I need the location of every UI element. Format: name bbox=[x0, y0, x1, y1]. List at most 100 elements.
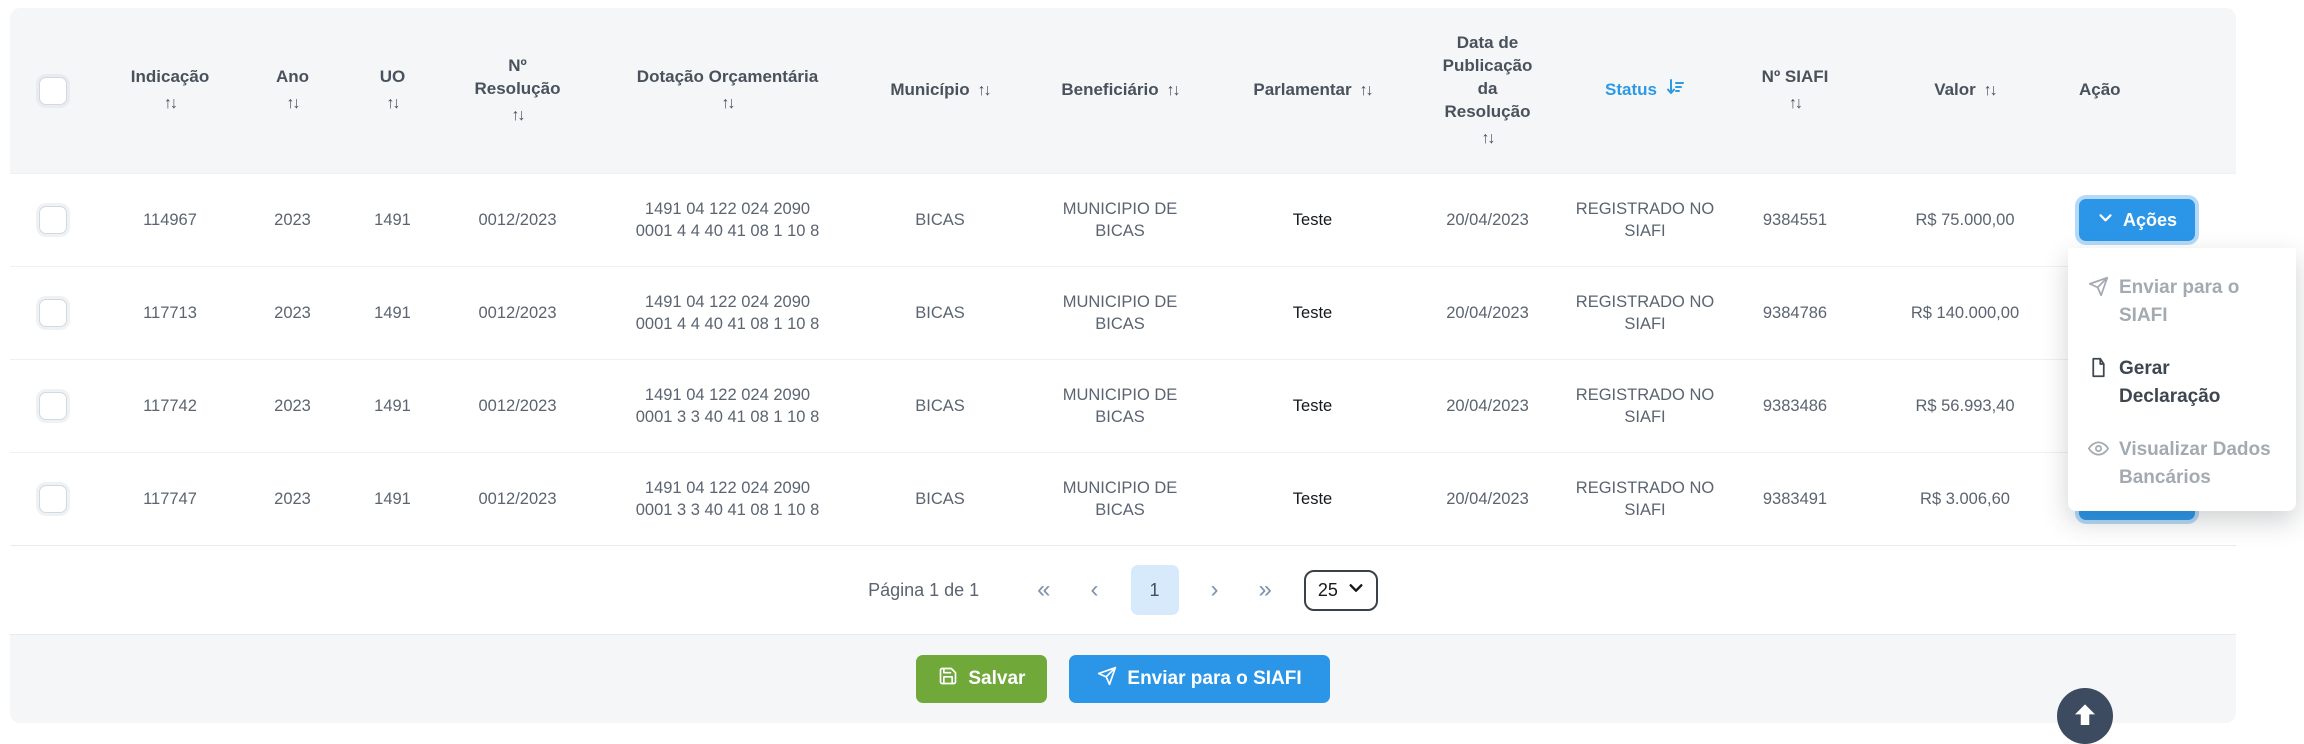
cell-dotacao: 1491 04 122 024 2090 0001 4 4 40 41 08 1… bbox=[635, 292, 820, 333]
col-header-data-publicacao[interactable]: Data de Publicação da Resolução ↑↓ bbox=[1400, 32, 1575, 149]
cell-resolucao: 0012/2023 bbox=[478, 210, 557, 229]
col-label: Nº Resolução bbox=[474, 55, 561, 98]
cell-siafi: 9383491 bbox=[1762, 489, 1828, 508]
col-header-beneficiario[interactable]: Beneficiário ↑↓ bbox=[1015, 79, 1225, 102]
cell-valor: R$ 140.000,00 bbox=[1910, 303, 2020, 322]
col-header-ano[interactable]: Ano ↑↓ bbox=[245, 66, 340, 115]
cell-parlamentar: Teste bbox=[1292, 396, 1333, 415]
col-header-uo[interactable]: UO ↑↓ bbox=[340, 66, 445, 115]
col-header-dotacao[interactable]: Dotação Orçamentária ↑↓ bbox=[590, 66, 865, 115]
cell-indicacao: 117713 bbox=[143, 303, 197, 322]
sort-icon[interactable]: ↑↓ bbox=[1983, 81, 1998, 99]
scroll-to-top-button[interactable] bbox=[2057, 688, 2113, 744]
next-page-button[interactable]: › bbox=[1203, 576, 1227, 604]
cell-beneficiario: MUNICIPIO DE BICAS bbox=[1062, 292, 1178, 333]
col-label: Ação bbox=[2079, 80, 2121, 100]
sort-icon[interactable]: ↑↓ bbox=[1789, 95, 1803, 113]
col-header-resolucao[interactable]: Nº Resolução ↑↓ bbox=[445, 55, 590, 126]
pagination: Página 1 de 1 « ‹ 1 › » 25 bbox=[10, 546, 2236, 634]
col-header-siafi[interactable]: Nº SIAFI ↑↓ bbox=[1715, 66, 1875, 115]
cell-status: REGISTRADO NO SIAFI bbox=[1575, 292, 1715, 333]
cell-municipio: BICAS bbox=[915, 396, 965, 415]
cell-beneficiario: MUNICIPIO DE BICAS bbox=[1062, 199, 1178, 240]
sort-icon[interactable]: ↑↓ bbox=[721, 95, 736, 113]
cell-ano: 2023 bbox=[274, 489, 311, 508]
sort-icon[interactable]: ↑↓ bbox=[1166, 81, 1181, 99]
col-label: Data de Publicação da Resolução bbox=[1442, 32, 1533, 121]
send-to-siafi-button[interactable]: Enviar para o SIAFI bbox=[1069, 655, 1330, 703]
save-icon bbox=[938, 666, 958, 692]
col-label: Parlamentar bbox=[1253, 80, 1352, 100]
row-checkbox[interactable] bbox=[38, 392, 67, 420]
arrow-up-icon bbox=[2070, 700, 2100, 733]
menu-item-enviar-siafi[interactable]: Enviar para o SIAFI bbox=[2088, 274, 2276, 329]
document-icon bbox=[2088, 355, 2109, 387]
col-header-indicacao[interactable]: Indicação ↑↓ bbox=[95, 66, 245, 115]
col-header-municipio[interactable]: Município ↑↓ bbox=[865, 79, 1015, 102]
cell-parlamentar: Teste bbox=[1292, 303, 1333, 322]
acoes-dropdown-button[interactable]: Ações bbox=[2079, 199, 2196, 241]
cell-data-publicacao: 20/04/2023 bbox=[1446, 210, 1529, 229]
select-all-checkbox[interactable] bbox=[38, 76, 67, 105]
page-size-select[interactable]: 25 bbox=[1303, 569, 1378, 611]
cell-status: REGISTRADO NO SIAFI bbox=[1575, 199, 1715, 240]
cell-beneficiario: MUNICIPIO DE BICAS bbox=[1062, 385, 1178, 426]
cell-valor: R$ 56.993,40 bbox=[1915, 396, 2015, 415]
col-label: Valor bbox=[1934, 80, 1976, 100]
sort-icon[interactable]: ↑↓ bbox=[386, 95, 401, 113]
cell-siafi: 9384551 bbox=[1762, 210, 1828, 229]
action-bar: Salvar Enviar para o SIAFI bbox=[10, 634, 2236, 723]
eye-icon bbox=[2088, 436, 2109, 468]
current-page-button[interactable]: 1 bbox=[1130, 565, 1179, 615]
cell-siafi: 9383486 bbox=[1762, 396, 1828, 415]
chevron-down-icon bbox=[2097, 209, 2114, 231]
sort-desc-icon[interactable] bbox=[1665, 77, 1685, 104]
cell-ano: 2023 bbox=[274, 303, 311, 322]
col-header-valor[interactable]: Valor ↑↓ bbox=[1875, 79, 2055, 102]
menu-item-visualizar-dados-bancarios[interactable]: Visualizar Dados Bancários bbox=[2088, 436, 2276, 491]
col-header-parlamentar[interactable]: Parlamentar ↑↓ bbox=[1225, 79, 1400, 102]
cell-valor: R$ 3.006,60 bbox=[1920, 489, 2010, 508]
table-row: 117742 2023 1491 0012/2023 1491 04 122 0… bbox=[10, 359, 2236, 452]
cell-dotacao: 1491 04 122 024 2090 0001 4 4 40 41 08 1… bbox=[635, 199, 820, 240]
last-page-button[interactable]: » bbox=[1251, 576, 1280, 604]
cell-ano: 2023 bbox=[274, 210, 311, 229]
row-checkbox[interactable] bbox=[38, 485, 67, 513]
previous-page-button[interactable]: ‹ bbox=[1083, 576, 1107, 604]
cell-valor: R$ 75.000,00 bbox=[1915, 210, 2015, 229]
col-header-status[interactable]: Status bbox=[1575, 77, 1715, 104]
cell-dotacao: 1491 04 122 024 2090 0001 3 3 40 41 08 1… bbox=[635, 385, 820, 426]
cell-data-publicacao: 20/04/2023 bbox=[1446, 489, 1529, 508]
results-table-card: Indicação ↑↓ Ano ↑↓ UO ↑↓ Nº Resolução ↑… bbox=[10, 8, 2236, 723]
cell-parlamentar: Teste bbox=[1292, 489, 1333, 508]
save-button[interactable]: Salvar bbox=[916, 655, 1048, 703]
col-label: Ano bbox=[275, 67, 310, 87]
cell-uo: 1491 bbox=[374, 210, 411, 229]
cell-data-publicacao: 20/04/2023 bbox=[1446, 396, 1529, 415]
cell-uo: 1491 bbox=[374, 396, 411, 415]
sort-icon[interactable]: ↑↓ bbox=[286, 95, 301, 113]
sort-icon[interactable]: ↑↓ bbox=[1481, 129, 1496, 147]
acoes-dropdown-menu: Enviar para o SIAFI Gerar Declaração Vis… bbox=[2068, 248, 2296, 512]
sort-icon[interactable]: ↑↓ bbox=[164, 95, 178, 113]
sort-icon[interactable]: ↑↓ bbox=[977, 81, 992, 99]
menu-item-gerar-declaracao[interactable]: Gerar Declaração bbox=[2088, 355, 2276, 410]
row-checkbox[interactable] bbox=[38, 299, 67, 327]
sort-icon[interactable]: ↑↓ bbox=[511, 106, 526, 124]
cell-uo: 1491 bbox=[374, 489, 411, 508]
cell-indicacao: 114967 bbox=[143, 210, 197, 229]
cell-resolucao: 0012/2023 bbox=[478, 396, 557, 415]
sort-icon[interactable]: ↑↓ bbox=[1359, 81, 1374, 99]
cell-ano: 2023 bbox=[274, 396, 311, 415]
paper-plane-icon bbox=[2088, 274, 2109, 306]
col-label: Indicação bbox=[130, 67, 210, 87]
col-label: UO bbox=[379, 67, 406, 87]
chevron-down-icon bbox=[1348, 580, 1364, 601]
col-label: Nº SIAFI bbox=[1761, 67, 1829, 87]
table-header-row: Indicação ↑↓ Ano ↑↓ UO ↑↓ Nº Resolução ↑… bbox=[10, 8, 2236, 173]
cell-status: REGISTRADO NO SIAFI bbox=[1575, 478, 1715, 519]
table-body: 114967 2023 1491 0012/2023 1491 04 122 0… bbox=[10, 173, 2236, 546]
row-checkbox[interactable] bbox=[38, 206, 67, 234]
first-page-button[interactable]: « bbox=[1029, 576, 1058, 604]
col-label: Status bbox=[1605, 80, 1657, 100]
